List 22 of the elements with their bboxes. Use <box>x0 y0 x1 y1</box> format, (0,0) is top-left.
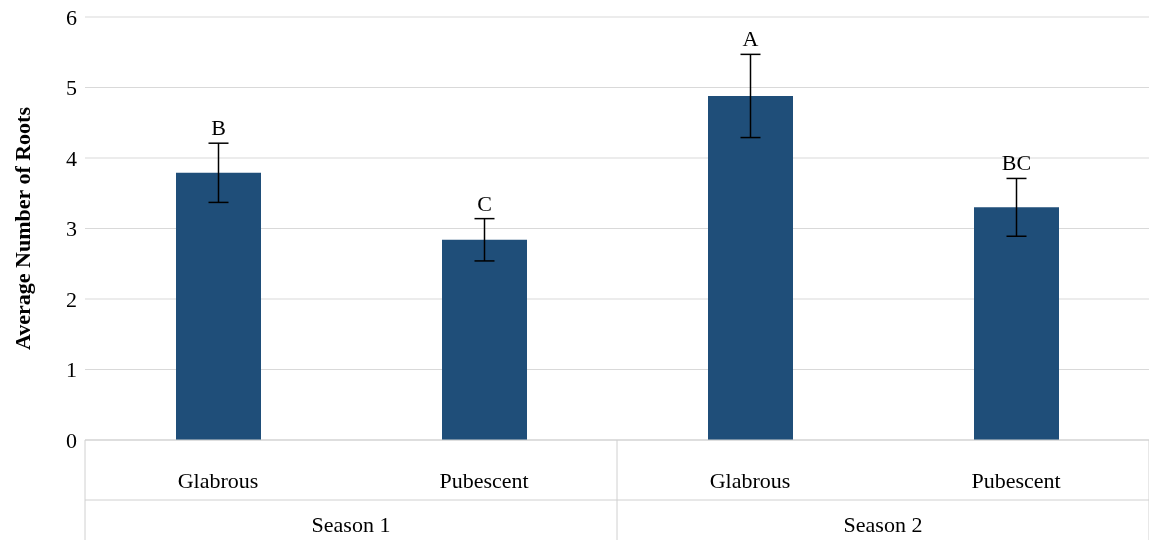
text: Season 2 <box>843 512 923 537</box>
bar <box>442 239 527 440</box>
y-tick-label: 6 <box>66 4 77 30</box>
y-tick-label: 3 <box>66 216 77 242</box>
text: Season 1 <box>311 512 391 537</box>
y-tick-label: 5 <box>66 75 77 101</box>
y-tick-label: 4 <box>66 145 77 171</box>
annotation: C <box>477 190 492 216</box>
bar <box>708 95 793 440</box>
annotation: A <box>742 26 759 52</box>
bar <box>176 172 261 440</box>
annotation: B <box>211 115 226 141</box>
x-tick-label: Glabrous <box>177 468 259 493</box>
bar <box>974 207 1059 440</box>
annotation: BC <box>1001 150 1032 176</box>
x-tick-label: Glabrous <box>709 468 791 493</box>
y-tick-label: 1 <box>66 357 77 383</box>
y-tick-label: 0 <box>66 427 77 453</box>
y-axis-title: Average Number of Roots <box>9 106 35 350</box>
x-tick-label: Pubescent <box>971 468 1061 493</box>
x-tick-label: Pubescent <box>439 468 529 493</box>
y-tick-label: 2 <box>66 286 77 312</box>
